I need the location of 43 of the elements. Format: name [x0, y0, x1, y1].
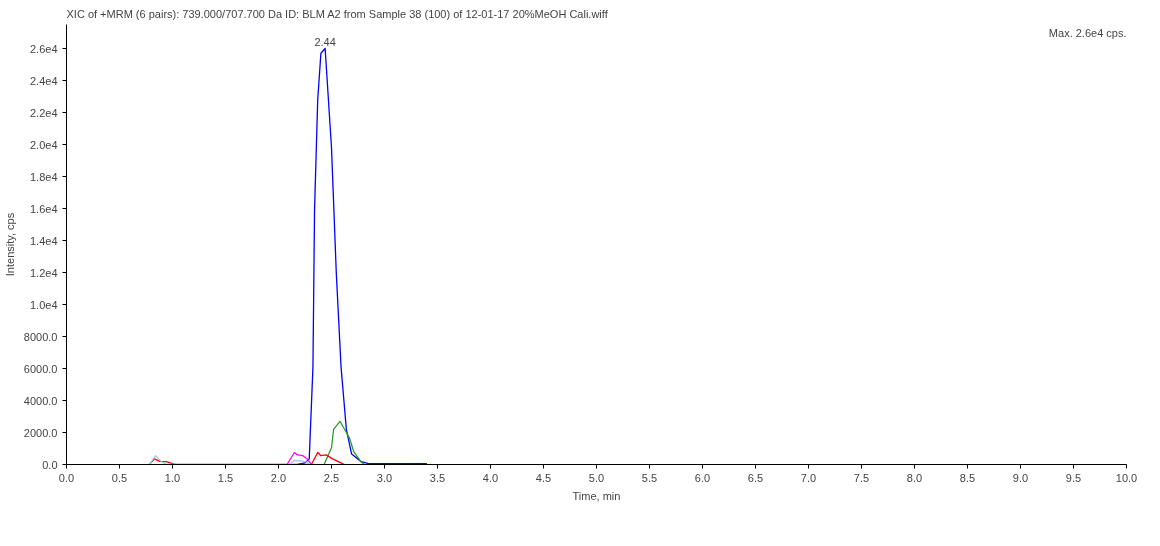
- y-tick-label: 1.0e4: [29, 298, 58, 311]
- y-tick-label: 2000.0: [23, 426, 58, 439]
- x-tick-label: 10.0: [1115, 471, 1138, 484]
- x-tick-label: 9.5: [1065, 471, 1082, 484]
- x-tick-label: 7.5: [853, 471, 870, 484]
- x-tick-label: 6.0: [694, 471, 711, 484]
- x-tick-label: 6.5: [747, 471, 764, 484]
- x-axis-title: Time, min: [572, 489, 621, 502]
- annotation: Max. 2.6e4 cps.: [1048, 26, 1127, 39]
- line-series: [323, 420, 366, 465]
- x-tick-label: 3.5: [429, 471, 446, 484]
- x-tick-label: 0.0: [58, 471, 75, 484]
- y-tick-label: 1.2e4: [29, 266, 58, 279]
- y-tick-label: 2.4e4: [29, 74, 58, 87]
- x-tick-label: 9.0: [1012, 471, 1029, 484]
- y-tick-label: 1.6e4: [29, 202, 58, 215]
- y-axis-title: Intensity, cps: [3, 212, 16, 277]
- y-tick-label: 2.0e4: [29, 138, 58, 151]
- x-tick-label: 8.5: [959, 471, 976, 484]
- x-tick-label: 0.5: [111, 471, 128, 484]
- x-tick-label: 7.0: [800, 471, 817, 484]
- y-tick-label: 0.0: [42, 458, 58, 471]
- y-tick-label: 4000.0: [23, 394, 58, 407]
- x-tick-label: 8.0: [906, 471, 923, 484]
- x-tick-label: 1.5: [217, 471, 234, 484]
- line-series: [286, 451, 313, 465]
- y-tick-label: 8000.0: [23, 330, 58, 343]
- x-tick-label: 4.5: [535, 471, 552, 484]
- y-tick-label: 1.8e4: [29, 170, 58, 183]
- annotation: 2.44: [314, 35, 336, 48]
- y-tick-label: 1.4e4: [29, 234, 58, 247]
- x-tick-label: 5.0: [588, 471, 605, 484]
- chart-title: XIC of +MRM (6 pairs): 739.000/707.700 Da ID: BLM A2 from Sample 38 (100) of 12-01-17 20%MeOH Cali.wiff: [66, 7, 609, 20]
- x-tick-label: 2.0: [270, 471, 287, 484]
- x-tick-label: 3.0: [376, 471, 393, 484]
- x-tick-label: 5.5: [641, 471, 658, 484]
- y-tick-label: 6000.0: [23, 362, 58, 375]
- x-tick-label: 2.5: [323, 471, 340, 484]
- line-series: [296, 47, 428, 465]
- y-tick-label: 2.2e4: [29, 106, 58, 119]
- x-tick-label: 1.0: [164, 471, 181, 484]
- y-tick-label: 2.6e4: [29, 42, 58, 55]
- x-tick-label: 4.0: [482, 471, 499, 484]
